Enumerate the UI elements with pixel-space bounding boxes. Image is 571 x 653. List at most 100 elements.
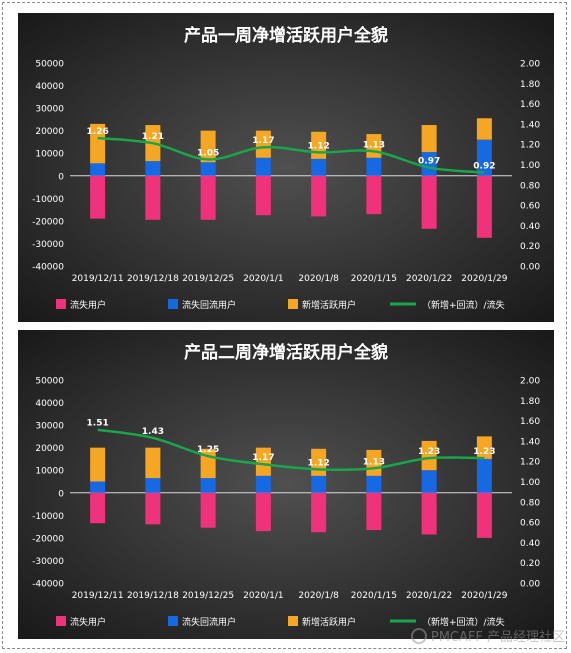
bar-lost-users — [421, 175, 437, 229]
bar-lost-users — [90, 492, 106, 524]
y2-tick-label: 0.00 — [520, 263, 540, 273]
y2-tick-label: 1.40 — [520, 120, 540, 130]
y2-tick-label: 0.00 — [520, 580, 540, 590]
ratio-data-label: 1.23 — [473, 447, 495, 457]
bar-lost-users — [90, 175, 106, 219]
bar-returned-users — [311, 158, 327, 176]
y-tick-label: 30000 — [35, 105, 64, 115]
bar-returned-users — [145, 161, 161, 176]
x-tick-label: 2019/12/11 — [72, 274, 124, 284]
bar-lost-users — [366, 492, 382, 530]
y2-tick-label: 1.20 — [520, 458, 540, 468]
y-tick-label: 0 — [58, 172, 64, 182]
ratio-data-label: 1.12 — [308, 458, 330, 468]
bar-lost-users — [421, 492, 437, 535]
x-tick-label: 2020/1/1 — [243, 591, 283, 601]
bar-lost-users — [311, 175, 327, 217]
y2-tick-label: 1.80 — [520, 397, 540, 407]
bar-new-active-users — [476, 436, 492, 459]
ratio-data-label: 0.92 — [473, 162, 495, 172]
ratio-data-label: 1.13 — [363, 457, 385, 467]
legend-swatch — [56, 299, 66, 309]
y2-tick-label: 0.20 — [520, 559, 540, 569]
y2-tick-label: 1.60 — [520, 100, 540, 110]
bar-new-active-users — [421, 125, 437, 153]
ratio-data-label: 1.05 — [197, 148, 219, 158]
bar-new-active-users — [255, 447, 271, 476]
bar-returned-users — [90, 481, 106, 493]
ratio-data-label: 0.97 — [418, 157, 440, 167]
ratio-data-label: 1.12 — [308, 141, 330, 151]
y-tick-label: -20000 — [32, 534, 64, 544]
x-tick-label: 2019/12/18 — [127, 274, 179, 284]
bar-lost-users — [311, 492, 327, 533]
legend-label: 流失回流用户 — [182, 616, 236, 628]
legend-swatch — [56, 616, 66, 626]
y2-tick-label: 0.40 — [520, 539, 540, 549]
watermark: PMCAFF 产品经理社区 — [410, 626, 565, 645]
y-tick-label: 50000 — [35, 60, 64, 70]
y-tick-label: 40000 — [35, 82, 64, 92]
y-tick-label: -30000 — [32, 557, 64, 567]
legend-swatch — [288, 299, 298, 309]
bar-lost-users — [366, 175, 382, 215]
ratio-data-label: 1.26 — [87, 127, 109, 137]
y2-tick-label: 0.60 — [520, 519, 540, 529]
bar-returned-users — [421, 470, 437, 493]
y2-tick-label: 0.40 — [520, 222, 540, 232]
x-tick-label: 2020/1/8 — [298, 591, 339, 601]
legend-label: 流失回流用户 — [182, 299, 236, 311]
bar-new-active-users — [145, 447, 161, 479]
ratio-data-label: 1.23 — [418, 447, 440, 457]
bar-new-active-users — [421, 440, 437, 471]
chart-panel-product-1: 产品一周净增活跃用户全貌 50000 40000 30000 20000 10000 0 -1… — [18, 13, 554, 322]
x-tick-label: 2020/1/15 — [351, 591, 397, 601]
ratio-data-label: 1.17 — [252, 453, 274, 463]
legend-label: 流失用户 — [70, 616, 106, 628]
y-tick-label: -20000 — [32, 217, 64, 227]
y2-tick-label: 2.00 — [520, 377, 540, 387]
chart-title: 产品二周净增活跃用户全貌 — [184, 342, 388, 363]
bar-returned-users — [476, 458, 492, 493]
y2-tick-label: 1.00 — [520, 478, 540, 488]
y-tick-label: 10000 — [35, 150, 64, 160]
bar-new-active-users — [90, 123, 106, 164]
x-tick-label: 2019/12/18 — [127, 591, 179, 601]
bar-returned-users — [255, 475, 271, 493]
y2-tick-label: 1.60 — [520, 417, 540, 427]
bar-lost-users — [145, 175, 161, 220]
legend-swatch — [288, 616, 298, 626]
ratio-line — [97, 428, 485, 472]
chart-svg-product-2: 产品二周净增活跃用户全貌 50000 40000 30000 20000 10000 0 -1… — [18, 330, 554, 639]
bar-new-active-users — [255, 130, 271, 158]
x-tick-label: 2019/12/25 — [182, 274, 234, 284]
bar-lost-users — [476, 492, 492, 538]
y-tick-label: 10000 — [35, 467, 64, 477]
x-tick-label: 2020/1/15 — [351, 274, 397, 284]
y-tick-label: -10000 — [32, 512, 64, 522]
y-tick-label: 20000 — [35, 444, 64, 454]
bar-lost-users — [255, 175, 271, 216]
x-tick-label: 2020/1/22 — [406, 274, 452, 284]
bar-returned-users — [255, 157, 271, 176]
legend-label: （新增+回流）/流失 — [422, 299, 505, 311]
x-tick-label: 2020/1/29 — [461, 591, 507, 601]
chart-background — [18, 330, 554, 639]
y2-tick-label: 2.00 — [520, 60, 540, 70]
ratio-data-label: 1.13 — [363, 140, 385, 150]
bar-returned-users — [200, 162, 216, 176]
bar-returned-users — [311, 475, 327, 493]
watermark-text: PMCAFF 产品经理社区 — [430, 630, 565, 645]
y-tick-label: -40000 — [32, 580, 64, 590]
bar-new-active-users — [200, 130, 216, 163]
bar-new-active-users — [90, 447, 106, 482]
y-tick-label: 30000 — [35, 422, 64, 432]
y2-tick-label: 1.80 — [520, 80, 540, 90]
chart-panel-product-2: 产品二周净增活跃用户全貌 50000 40000 30000 20000 10000 0 -1… — [18, 330, 554, 639]
ratio-line — [97, 136, 485, 174]
chart-background — [18, 13, 554, 322]
y-tick-label: -30000 — [32, 240, 64, 250]
bar-new-active-users — [476, 118, 492, 140]
x-tick-label: 2020/1/1 — [243, 274, 283, 284]
ratio-data-label: 1.51 — [87, 419, 109, 429]
